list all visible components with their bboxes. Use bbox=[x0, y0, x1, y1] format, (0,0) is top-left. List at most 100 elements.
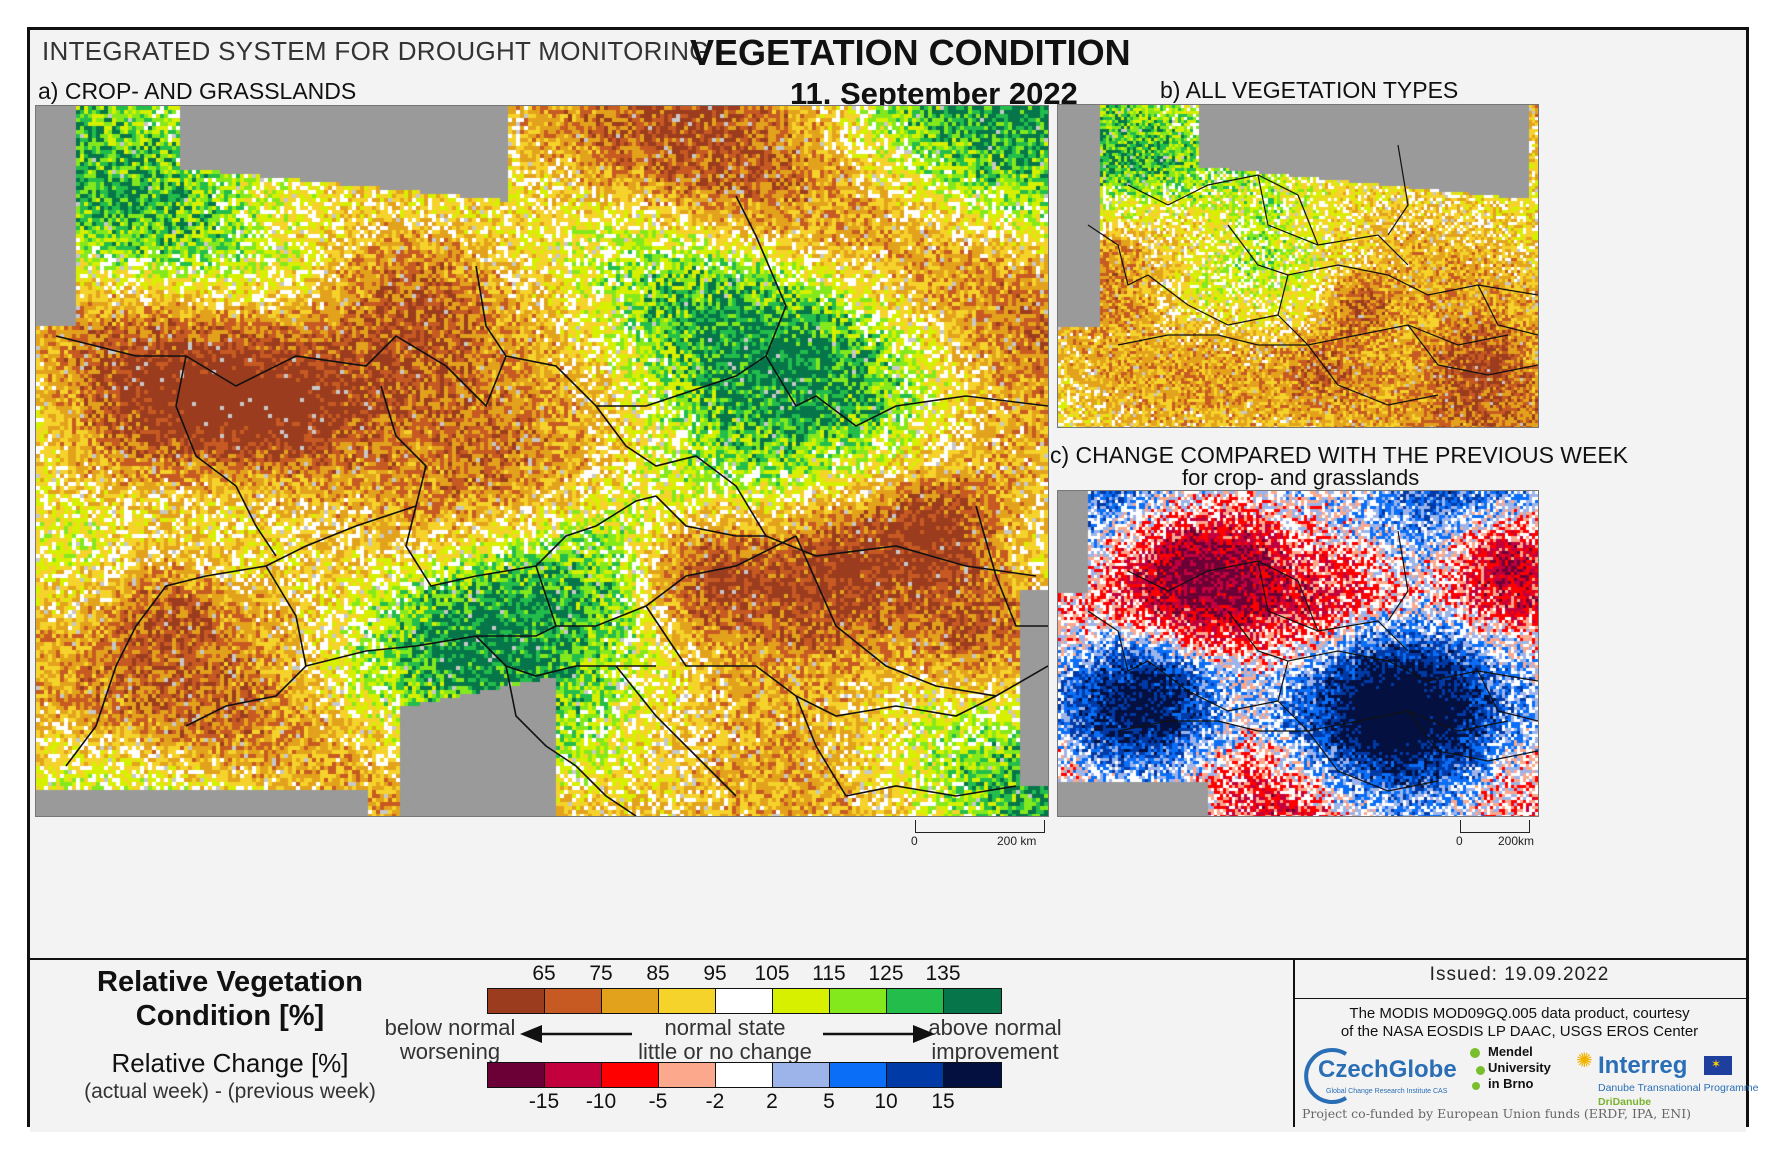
change-tick-label: 15 bbox=[931, 1090, 955, 1113]
left-label: below normal worsening bbox=[380, 1016, 520, 1064]
main-title: VEGETATION CONDITION bbox=[690, 32, 1131, 73]
scale-bar-a-line bbox=[915, 820, 1045, 833]
mendel-logo: Mendel University in Brno bbox=[1470, 1044, 1566, 1114]
left-arrow-icon bbox=[520, 1025, 632, 1043]
interreg-subtext-1: Danube Transnational Programme bbox=[1598, 1082, 1759, 1094]
country-borders bbox=[55, 195, 1048, 816]
scale-bar-c: 0 200km bbox=[1456, 820, 1534, 848]
rvc-tick-label: 115 bbox=[812, 962, 846, 985]
left-label-1: below normal bbox=[384, 1015, 516, 1040]
scale-a-zero: 0 bbox=[911, 834, 918, 848]
mid-label-2: little or no change bbox=[638, 1039, 812, 1064]
mid-label-1: normal state bbox=[664, 1015, 786, 1040]
change-swatch bbox=[887, 1063, 944, 1087]
change-tick-label: 5 bbox=[823, 1090, 835, 1113]
panel-b-title: b) ALL VEGETATION TYPES bbox=[1160, 77, 1459, 103]
scale-bar-c-line bbox=[1460, 820, 1530, 833]
change-title: Relative Change [%] bbox=[111, 1048, 349, 1078]
change-swatch bbox=[944, 1063, 1001, 1087]
scale-c-zero: 0 bbox=[1456, 834, 1463, 848]
interreg-text: Interreg bbox=[1598, 1052, 1688, 1079]
rvc-swatch bbox=[944, 989, 1001, 1013]
legend-divider bbox=[1293, 958, 1295, 1127]
rvc-tick-label: 95 bbox=[703, 962, 727, 985]
figure-frame: INTEGRATED SYSTEM FOR DROUGHT MONITORING… bbox=[27, 27, 1759, 1132]
rvc-swatch bbox=[830, 989, 887, 1013]
funding-note: Project co-funded by European Union fund… bbox=[1302, 1106, 1692, 1121]
change-swatch bbox=[545, 1063, 602, 1087]
change-swatch bbox=[716, 1063, 773, 1087]
scale-c-distance: 200km bbox=[1498, 834, 1535, 848]
system-title: INTEGRATED SYSTEM FOR DROUGHT MONITORING bbox=[42, 36, 710, 66]
czechglobe-arc-icon bbox=[1304, 1048, 1348, 1104]
change-tick-label: -15 bbox=[528, 1090, 560, 1113]
interreg-logo: ✺ Interreg ✶ Danube Transnational Progra… bbox=[1576, 1046, 1759, 1112]
rvc-swatch bbox=[773, 989, 830, 1013]
country-borders-c bbox=[1087, 530, 1538, 792]
panel-a-title: a) CROP- AND GRASSLANDS bbox=[38, 78, 357, 104]
change-colorbar bbox=[487, 1062, 1002, 1088]
czechglobe-subtext: Global Change Research Institute CAS bbox=[1326, 1088, 1448, 1095]
rvc-tick-label: 125 bbox=[868, 962, 904, 985]
change-swatch bbox=[773, 1063, 830, 1087]
right-label-2: improvement bbox=[931, 1039, 1059, 1064]
eu-flag-icon: ✶ bbox=[1704, 1056, 1732, 1075]
rvc-swatch bbox=[602, 989, 659, 1013]
change-swatch bbox=[830, 1063, 887, 1087]
rvc-tick-label: 85 bbox=[646, 962, 670, 985]
map-crop-grasslands bbox=[35, 105, 1049, 817]
credit-line-2: of the NASA EOSDIS LP DAAC, USGS EROS Ce… bbox=[1340, 1023, 1699, 1040]
issued-box: Issued: 19.09.2022 bbox=[1293, 958, 1746, 999]
rvc-swatch bbox=[659, 989, 716, 1013]
czechglobe-text: CzechGlobe bbox=[1318, 1056, 1457, 1083]
vegetation-condition-raster bbox=[36, 106, 1048, 816]
vegetation-condition-raster-b bbox=[1058, 105, 1538, 427]
rvc-swatch bbox=[488, 989, 545, 1013]
interreg-subtext-2: DriDanube bbox=[1598, 1096, 1652, 1108]
change-tick-label: -2 bbox=[705, 1090, 725, 1113]
czechglobe-logo: CzechGlobe Global Change Research Instit… bbox=[1298, 1046, 1468, 1106]
mendel-line-3: in Brno bbox=[1488, 1076, 1534, 1091]
change-swatch bbox=[488, 1063, 545, 1087]
change-tick-label: -5 bbox=[648, 1090, 668, 1113]
credit-line-1: The MODIS MOD09GQ.005 data product, cour… bbox=[1349, 1005, 1690, 1022]
rvc-title-line1: Relative Vegetation bbox=[97, 966, 363, 998]
mendel-text: Mendel University in Brno bbox=[1488, 1044, 1551, 1092]
change-tick-label: 10 bbox=[874, 1090, 898, 1113]
mendel-line-1: Mendel bbox=[1488, 1044, 1533, 1059]
mendel-dot-icon bbox=[1472, 1082, 1480, 1090]
rvc-tick-label: 75 bbox=[589, 962, 613, 985]
rvc-swatch bbox=[887, 989, 944, 1013]
rvc-swatch bbox=[545, 989, 602, 1013]
legend-area: Relative Vegetation Condition [%] Relati… bbox=[30, 958, 1746, 1132]
map-all-vegetation bbox=[1057, 104, 1539, 428]
interreg-swirl-icon: ✺ bbox=[1576, 1050, 1593, 1072]
relative-change-raster bbox=[1058, 491, 1538, 816]
change-swatch bbox=[659, 1063, 716, 1087]
change-formula: (actual week) - (previous week) bbox=[84, 1080, 376, 1103]
left-label-2: worsening bbox=[399, 1039, 501, 1064]
rvc-tick-label: 65 bbox=[532, 962, 556, 985]
mendel-dot-icon bbox=[1476, 1066, 1485, 1075]
middle-label: normal state little or no change bbox=[630, 1016, 820, 1064]
map-weekly-change bbox=[1057, 490, 1539, 817]
rvc-colorbar bbox=[487, 988, 1002, 1014]
scale-bar-a: 0 200 km bbox=[911, 820, 1045, 848]
issued-date: Issued: 19.09.2022 bbox=[1429, 964, 1610, 985]
mendel-line-2: University bbox=[1488, 1060, 1551, 1075]
scale-a-distance: 200 km bbox=[997, 834, 1037, 848]
data-credit: The MODIS MOD09GQ.005 data product, cour… bbox=[1293, 1005, 1746, 1041]
mendel-dot-icon bbox=[1470, 1048, 1480, 1058]
right-arrow-icon bbox=[823, 1025, 935, 1043]
right-label-1: above normal bbox=[928, 1015, 1062, 1040]
rvc-tick-label: 105 bbox=[754, 962, 790, 985]
right-label: above normal improvement bbox=[925, 1016, 1065, 1064]
change-tick-label: 2 bbox=[766, 1090, 778, 1113]
change-swatch bbox=[602, 1063, 659, 1087]
country-borders-b bbox=[1087, 144, 1538, 406]
rvc-tick-label: 135 bbox=[925, 962, 961, 985]
rvc-swatch bbox=[716, 989, 773, 1013]
panel-c-title: c) CHANGE COMPARED WITH THE PREVIOUS WEE… bbox=[1050, 442, 1629, 468]
change-tick-label: -10 bbox=[585, 1090, 617, 1113]
rvc-title-line2: Condition [%] bbox=[135, 1000, 325, 1032]
